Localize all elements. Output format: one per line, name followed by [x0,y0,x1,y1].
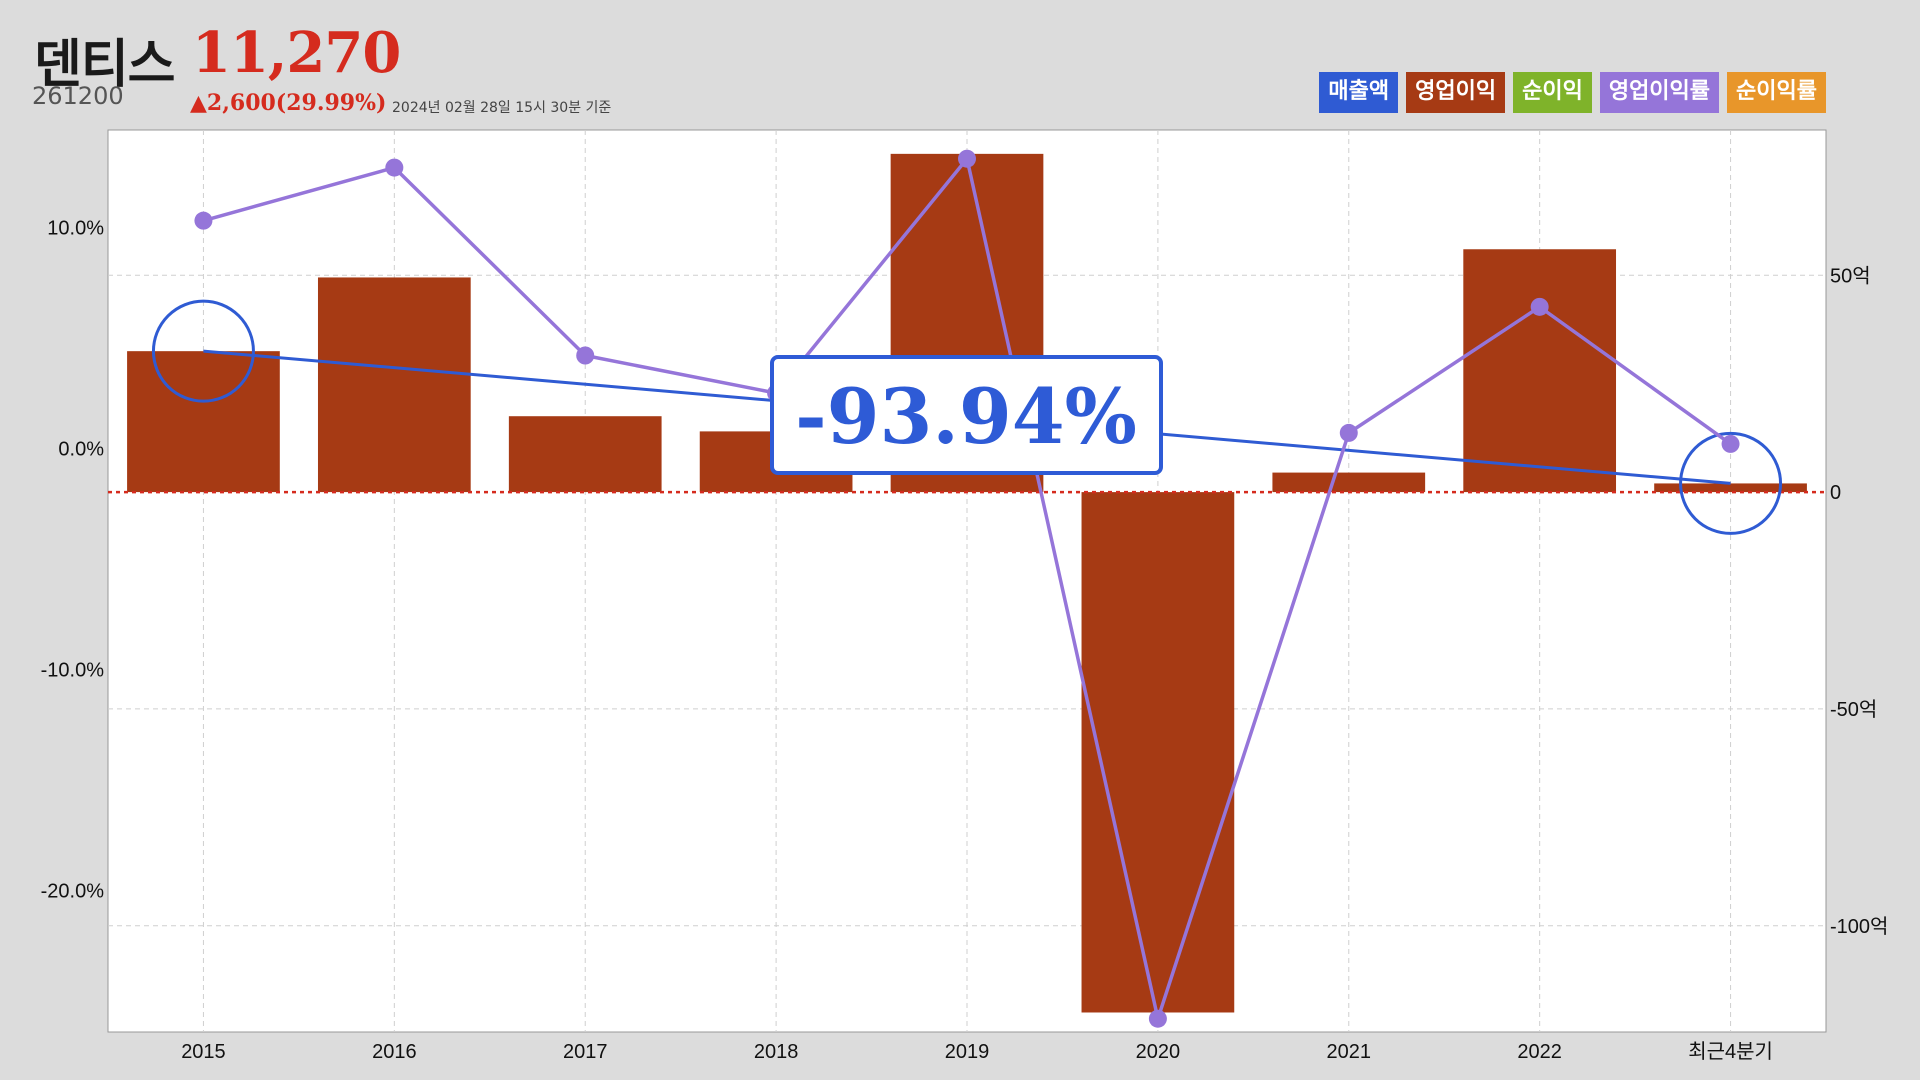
x-tick-label: 2022 [1517,1041,1562,1063]
margin-line-series [194,149,1740,1028]
price-change: ▲2,600(29.99%) [190,90,387,116]
bar [508,416,662,493]
bar [127,351,280,493]
stock-name: 덴티스 [34,35,176,95]
right-tick-label: -100억 [1830,915,1888,938]
left-tick-label: -10.0% [41,659,105,681]
legend-item-operating-margin[interactable]: 영업이익률 [1599,72,1720,113]
callout-text: -93.94% [795,372,1137,461]
timestamp: 2024년 02월 28일 15시 30분 기준 [392,100,612,116]
x-tick-label: 2016 [372,1041,417,1063]
margin-point [1148,1009,1167,1028]
stock-price: 11,270 [192,20,401,86]
trend-start-marker [151,299,255,403]
x-tick-label: 2018 [754,1041,799,1063]
margin-point [1530,297,1549,316]
margin-point [1721,434,1740,453]
bar [1463,249,1617,493]
right-tick-label: 0 [1830,482,1841,504]
callout-box [770,355,1163,475]
margin-point [1339,423,1358,442]
stock-code: 261200 [32,82,124,110]
left-tick-label: -20.0% [41,881,105,903]
x-tick-label: 2015 [181,1041,226,1063]
bars [127,153,1807,1013]
right-axis: 50억 0 -50억 -100억 [1830,264,1888,937]
x-tick-label: 2021 [1327,1041,1372,1063]
x-tick-label: 최근4분기 [1688,1040,1773,1063]
x-tick-label: 2019 [945,1041,990,1063]
trend-end-marker [1679,431,1783,535]
callout: -93.94% [770,355,1163,475]
legend: 매출액 영업이익 순이익 영업이익률 순이익률 [1319,72,1826,113]
x-tick-label: 2020 [1136,1041,1181,1063]
right-tick-label: 50억 [1830,264,1871,287]
margin-point [958,149,976,168]
bar [1654,483,1807,493]
margin-point [194,211,213,230]
legend-item-net-margin[interactable]: 순이익률 [1727,72,1826,113]
left-tick-label: 0.0% [58,438,104,460]
legend-item-operating-profit[interactable]: 영업이익 [1406,72,1506,113]
bar [1272,472,1426,493]
x-axis: 2015 2016 2017 2018 2019 2020 2021 2022 최근4분기 [181,1040,1773,1063]
bar [317,277,471,493]
left-tick-label: 10.0% [47,217,104,239]
margin-point [576,346,595,365]
margin-point [385,158,404,177]
x-tick-label: 2017 [563,1041,608,1063]
legend-item-net-income[interactable]: 순이익 [1513,72,1592,113]
right-tick-label: -50억 [1830,698,1877,721]
left-axis: 10.0% 0.0% -10.0% -20.0% [41,217,105,902]
bar [1081,492,1235,1013]
legend-item-revenue[interactable]: 매출액 [1319,72,1399,113]
